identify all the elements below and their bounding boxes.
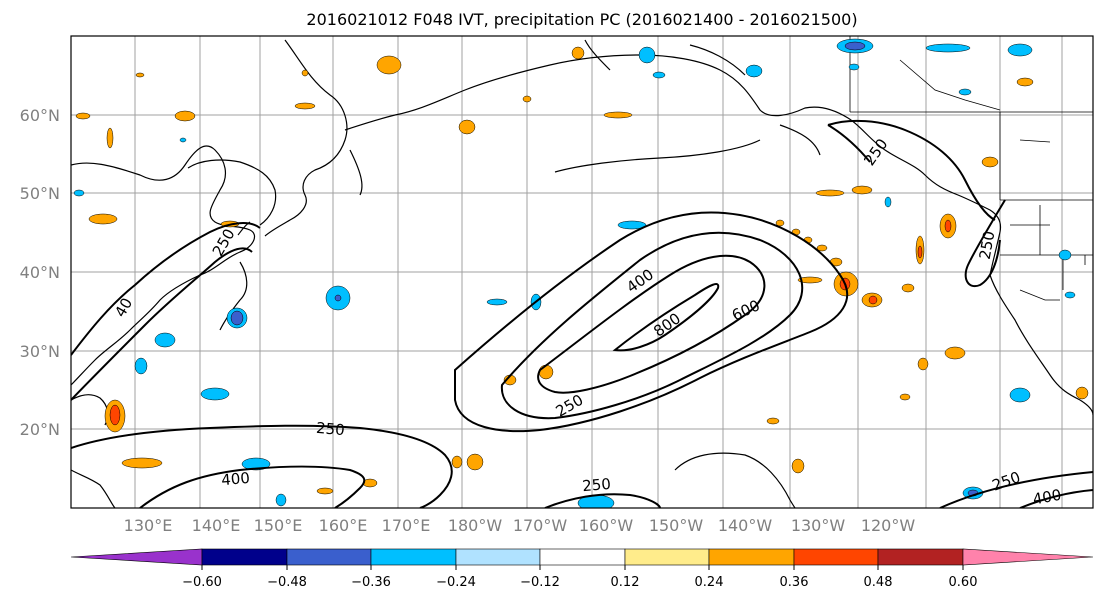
colorbar-bin xyxy=(286,548,372,566)
lon-label: 120°W xyxy=(861,516,916,535)
colorbar-tick-label: −0.36 xyxy=(351,575,391,590)
lon-label: 130°W xyxy=(791,516,846,535)
colorbar-tick-label: −0.24 xyxy=(436,575,476,590)
lon-label: 170°W xyxy=(513,516,568,535)
precip-patches xyxy=(73,38,1089,508)
political-borders xyxy=(849,36,1093,301)
colorbar xyxy=(70,548,1094,566)
colorbar-tick-label: 0.24 xyxy=(695,575,724,590)
colorbar-tick-label: −0.12 xyxy=(520,575,560,590)
contour-label-250: 250 xyxy=(315,419,345,439)
lat-label: 60°N xyxy=(20,106,60,125)
lat-label: 40°N xyxy=(20,263,60,282)
contour-label-400: 400 xyxy=(1031,486,1062,509)
contour-label-250: 250 xyxy=(976,229,999,260)
colorbar-tick-label: 0.60 xyxy=(949,575,978,590)
lon-label: 170°E xyxy=(382,516,431,535)
colorbar-under xyxy=(70,548,203,566)
colorbar-over xyxy=(962,548,1094,566)
colorbar-bin xyxy=(455,548,541,566)
colorbar-bin xyxy=(708,548,795,566)
colorbar-tick-label: −0.48 xyxy=(267,575,307,590)
colorbar-tick-label: 0.48 xyxy=(864,575,893,590)
colorbar-bin xyxy=(201,548,288,566)
contour-label-400: 400 xyxy=(221,469,251,489)
lon-label: 140°E xyxy=(192,516,241,535)
lat-label: 50°N xyxy=(20,184,60,203)
lon-label: 150°E xyxy=(254,516,303,535)
colorbar-tick-label: −0.60 xyxy=(182,575,222,590)
colorbar-bin xyxy=(539,548,626,566)
colorbar-tick-label: 0.36 xyxy=(780,575,809,590)
lat-label: 20°N xyxy=(20,420,60,439)
colorbar-bin xyxy=(877,548,964,566)
colorbar-tick-label: 0.12 xyxy=(611,575,640,590)
lon-label: 140°W xyxy=(718,516,773,535)
ivt-contours xyxy=(71,119,1093,508)
lon-label: 150°W xyxy=(649,516,704,535)
colorbar-bin xyxy=(793,548,879,566)
gridlines xyxy=(71,36,1093,508)
contour-label-250: 250 xyxy=(582,475,612,495)
colorbar-bin xyxy=(370,548,457,566)
lat-labels: 60°N 50°N 40°N 30°N 20°N xyxy=(20,106,60,439)
coastlines xyxy=(71,39,1093,508)
colorbar-tick-labels: −0.60 −0.48 −0.36 −0.24 −0.12 0.12 0.24 … xyxy=(182,575,977,590)
map-frame xyxy=(70,35,1094,509)
lon-label: 160°W xyxy=(579,516,634,535)
map-title: 2016021012 F048 IVT, precipitation PC (2… xyxy=(306,10,857,29)
lon-label: 160°E xyxy=(319,516,368,535)
lon-labels: 130°E 140°E 150°E 160°E 170°E 180°W 170°… xyxy=(124,516,916,535)
colorbar-bin xyxy=(624,548,710,566)
lon-label: 180°W xyxy=(448,516,503,535)
colorbar-ticks xyxy=(201,565,964,570)
lat-label: 30°N xyxy=(20,342,60,361)
lon-label: 130°E xyxy=(124,516,173,535)
